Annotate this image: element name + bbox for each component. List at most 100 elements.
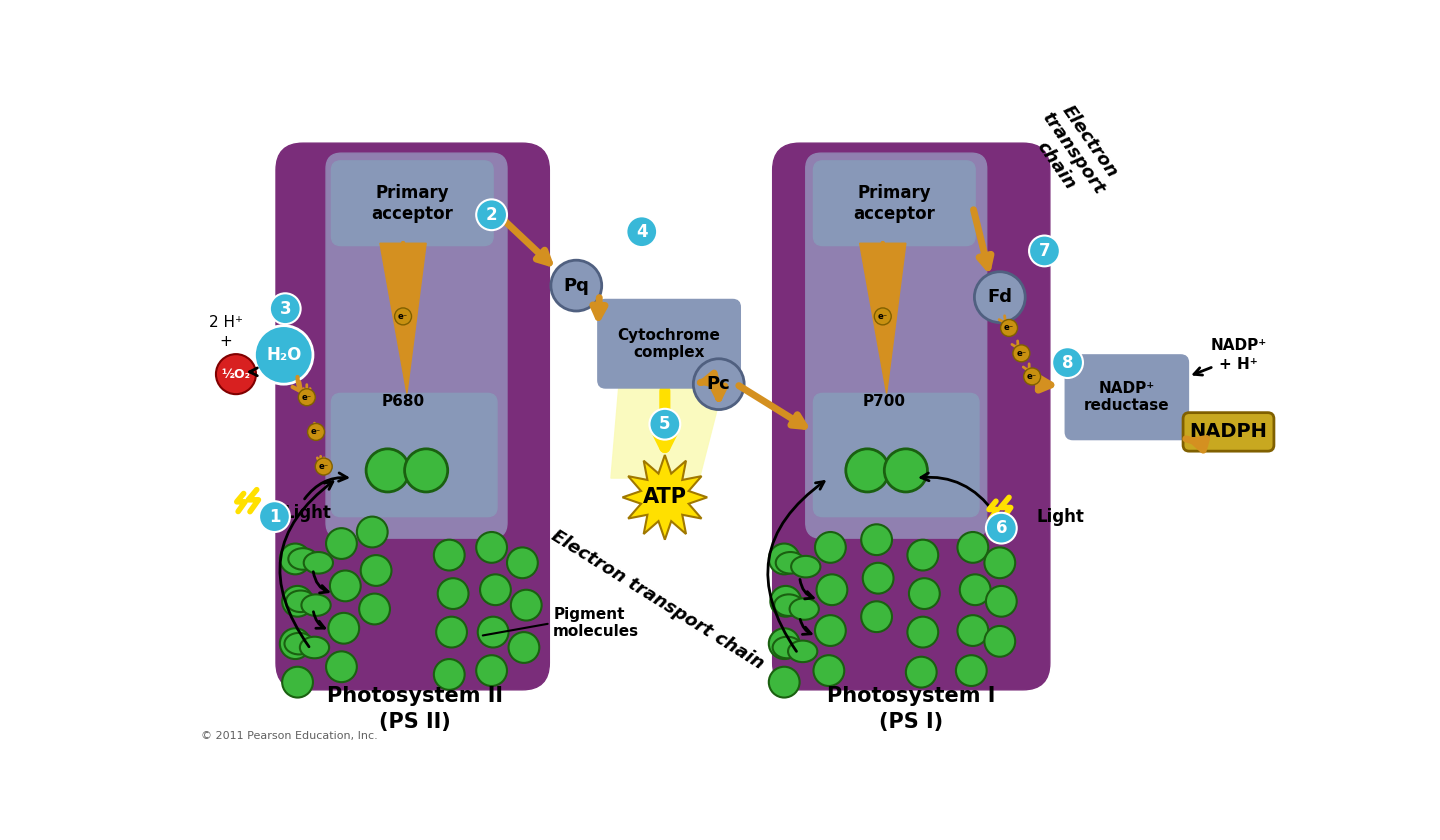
Circle shape xyxy=(814,655,844,686)
Text: Pigment
molecules: Pigment molecules xyxy=(482,606,639,639)
Circle shape xyxy=(366,449,409,492)
Text: e⁻: e⁻ xyxy=(311,428,321,437)
Text: NADPH: NADPH xyxy=(1189,423,1267,441)
Circle shape xyxy=(507,548,537,578)
Text: ATP: ATP xyxy=(642,487,687,507)
Circle shape xyxy=(325,528,357,559)
Circle shape xyxy=(325,651,357,682)
FancyBboxPatch shape xyxy=(331,393,497,517)
Circle shape xyxy=(907,617,939,648)
Circle shape xyxy=(433,540,465,570)
Text: Photosystem II
(PS II): Photosystem II (PS II) xyxy=(327,686,503,732)
Text: Electron
transport
chain: Electron transport chain xyxy=(1021,97,1125,209)
Circle shape xyxy=(861,524,891,555)
FancyBboxPatch shape xyxy=(814,160,975,245)
Circle shape xyxy=(815,615,845,646)
Circle shape xyxy=(478,617,508,648)
Circle shape xyxy=(649,409,680,439)
Circle shape xyxy=(480,575,511,605)
Circle shape xyxy=(1024,368,1041,385)
Text: e⁻: e⁻ xyxy=(1017,349,1027,358)
Circle shape xyxy=(1001,319,1018,337)
Circle shape xyxy=(958,615,988,646)
Circle shape xyxy=(269,293,301,324)
Text: Primary
acceptor: Primary acceptor xyxy=(854,184,935,223)
Circle shape xyxy=(357,517,387,548)
Text: Fd: Fd xyxy=(988,288,1012,306)
Circle shape xyxy=(769,628,799,659)
Circle shape xyxy=(861,601,891,633)
Text: Cytochrome
complex: Cytochrome complex xyxy=(618,328,720,360)
Text: 4: 4 xyxy=(636,223,648,241)
FancyBboxPatch shape xyxy=(806,153,986,538)
Text: Electron transport chain: Electron transport chain xyxy=(547,527,766,673)
Text: NADP⁺
+ H⁺: NADP⁺ + H⁺ xyxy=(1211,338,1267,371)
Circle shape xyxy=(816,575,847,605)
Ellipse shape xyxy=(776,552,805,574)
Ellipse shape xyxy=(788,641,818,662)
Polygon shape xyxy=(622,455,707,540)
Circle shape xyxy=(693,359,744,410)
FancyBboxPatch shape xyxy=(276,143,549,690)
Text: Light: Light xyxy=(284,504,331,522)
Circle shape xyxy=(770,586,801,617)
Circle shape xyxy=(395,308,412,325)
FancyBboxPatch shape xyxy=(1184,412,1274,451)
Circle shape xyxy=(477,532,507,563)
Circle shape xyxy=(985,626,1015,657)
Circle shape xyxy=(259,501,289,532)
Circle shape xyxy=(436,617,467,648)
FancyBboxPatch shape xyxy=(598,300,740,388)
Ellipse shape xyxy=(288,549,318,570)
Text: 1: 1 xyxy=(269,507,281,526)
Text: P680: P680 xyxy=(382,394,425,408)
Circle shape xyxy=(315,458,333,475)
Text: © 2011 Pearson Education, Inc.: © 2011 Pearson Education, Inc. xyxy=(200,731,377,741)
Circle shape xyxy=(884,449,927,492)
Text: ½O₂: ½O₂ xyxy=(222,368,251,381)
Polygon shape xyxy=(380,244,426,393)
Ellipse shape xyxy=(285,633,314,654)
Circle shape xyxy=(433,659,465,690)
Circle shape xyxy=(279,543,311,575)
Ellipse shape xyxy=(300,637,330,659)
Polygon shape xyxy=(611,388,723,478)
Circle shape xyxy=(975,271,1025,323)
Ellipse shape xyxy=(301,595,331,616)
Circle shape xyxy=(874,308,891,325)
Text: Pc: Pc xyxy=(707,375,730,393)
Ellipse shape xyxy=(304,552,333,574)
Circle shape xyxy=(769,543,799,575)
Circle shape xyxy=(477,199,507,230)
Circle shape xyxy=(815,532,845,563)
Ellipse shape xyxy=(775,595,804,616)
Circle shape xyxy=(477,655,507,686)
Circle shape xyxy=(511,590,541,621)
Text: 8: 8 xyxy=(1061,354,1073,371)
Text: H₂O: H₂O xyxy=(266,346,301,364)
Circle shape xyxy=(360,555,392,586)
Circle shape xyxy=(279,628,311,659)
Circle shape xyxy=(359,594,390,624)
Circle shape xyxy=(282,667,312,697)
Text: Primary
acceptor: Primary acceptor xyxy=(372,184,454,223)
FancyBboxPatch shape xyxy=(773,143,1050,690)
Text: e⁻: e⁻ xyxy=(302,393,312,402)
Text: e⁻: e⁻ xyxy=(1004,323,1014,333)
Text: Light: Light xyxy=(1037,507,1084,526)
Text: e⁻: e⁻ xyxy=(397,312,408,321)
Circle shape xyxy=(282,586,312,617)
Text: P700: P700 xyxy=(863,394,906,408)
Circle shape xyxy=(986,512,1017,543)
Circle shape xyxy=(328,613,359,643)
Circle shape xyxy=(1012,345,1030,362)
Text: 7: 7 xyxy=(1038,242,1050,260)
Polygon shape xyxy=(860,244,906,393)
Ellipse shape xyxy=(287,591,315,612)
Circle shape xyxy=(845,449,888,492)
Circle shape xyxy=(216,354,256,394)
Circle shape xyxy=(863,563,894,594)
Text: 2: 2 xyxy=(485,206,497,223)
Circle shape xyxy=(956,655,986,686)
Circle shape xyxy=(986,586,1017,617)
